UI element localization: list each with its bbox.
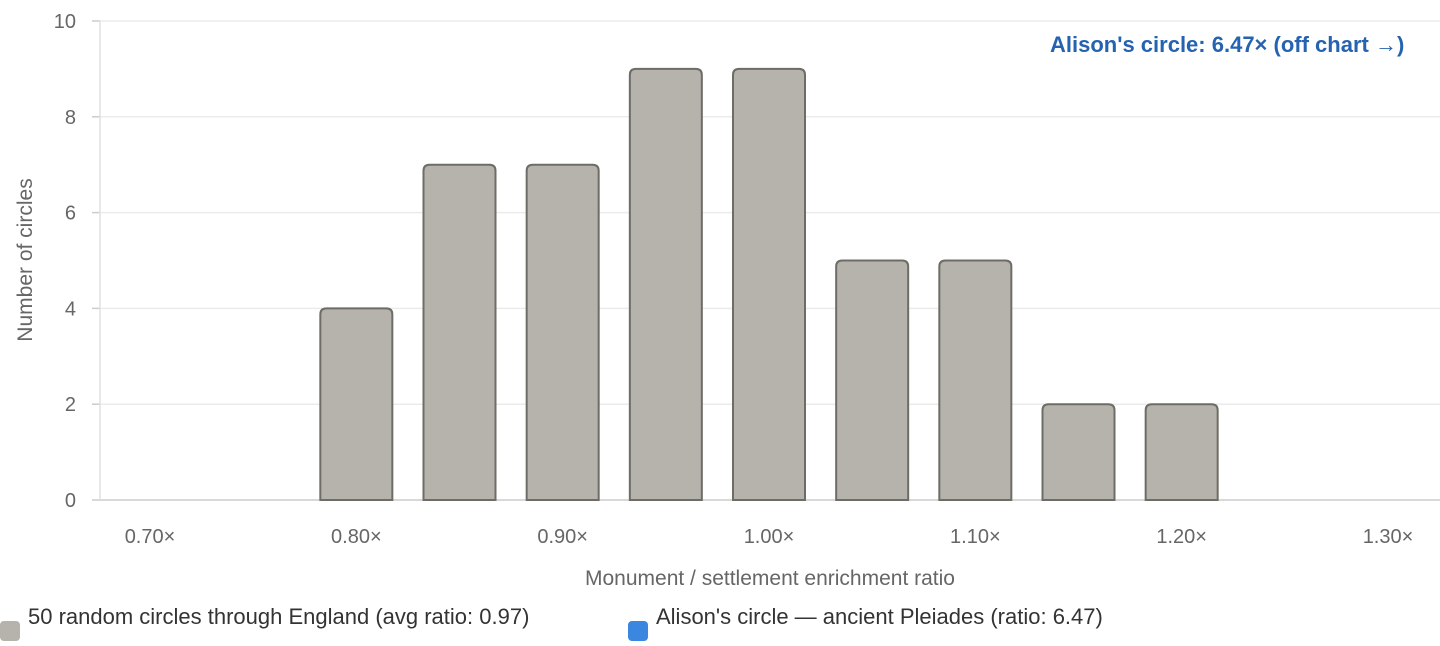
x-tick-label: 1.30× — [1363, 526, 1414, 548]
off-chart-annotation: Alison's circle: 6.47× (off chart →) — [1050, 32, 1404, 57]
y-tick-label: 8 — [65, 107, 76, 129]
histogram-bar[interactable] — [835, 259, 910, 501]
bars — [319, 67, 1219, 501]
histogram-bar[interactable] — [525, 163, 600, 501]
y-tick-label: 2 — [65, 394, 76, 416]
legend-swatch-alison — [628, 621, 648, 641]
legend-label-alison: Alison's circle — ancient Pleiades (rati… — [656, 604, 1103, 629]
legend-item-random-circles[interactable]: 50 random circles through England (avg r… — [0, 602, 568, 641]
histogram-bar[interactable] — [422, 163, 497, 501]
y-tick-label: 0 — [65, 490, 76, 512]
histogram-bar[interactable] — [319, 307, 394, 501]
legend-item-alisons-circle[interactable]: Alison's circle — ancient Pleiades (rati… — [628, 602, 1196, 641]
y-tick-label: 10 — [54, 11, 76, 33]
legend-swatch-random — [0, 621, 20, 641]
chart-canvas: 0 2 4 6 8 10 0.70× 0.80× 0.90× 1.00× 1.10× 1.20× 1.… — [14, 11, 1440, 590]
y-tick-label: 4 — [65, 298, 76, 320]
legend: 50 random circles through England (avg r… — [0, 602, 1440, 646]
histogram-bar[interactable] — [1144, 403, 1219, 501]
x-axis-ticks: 0.70× 0.80× 0.90× 1.00× 1.10× 1.20× 1.30× — [125, 526, 1414, 548]
histogram-bar[interactable] — [732, 67, 806, 501]
histogram-bar[interactable] — [1041, 403, 1116, 501]
y-tick-label: 6 — [65, 203, 76, 225]
histogram-bar[interactable] — [938, 259, 1013, 501]
x-axis-title: Monument / settlement enrichment ratio — [585, 567, 955, 590]
x-tick-label: 0.70× — [125, 526, 176, 548]
x-tick-label: 1.20× — [1156, 526, 1207, 548]
y-axis-title: Number of circles — [14, 178, 37, 341]
x-tick-label: 1.00× — [744, 526, 795, 548]
x-tick-label: 1.10× — [950, 526, 1001, 548]
y-axis-ticks: 0 2 4 6 8 10 — [54, 11, 76, 512]
legend-label-random: 50 random circles through England (avg r… — [28, 604, 530, 629]
histogram-bar[interactable] — [628, 67, 703, 501]
x-tick-label: 0.90× — [537, 526, 588, 548]
x-tick-label: 0.80× — [331, 526, 382, 548]
